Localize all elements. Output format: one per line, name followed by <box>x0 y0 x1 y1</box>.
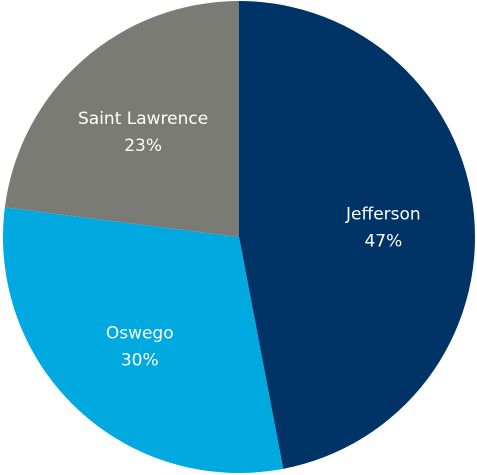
slice-label-saint-lawrence: Saint Lawrence <box>78 109 208 129</box>
slice-label-oswego: Oswego <box>106 324 174 344</box>
slice-value-oswego: 30% <box>121 351 159 371</box>
pie-labels: Jefferson 47% Oswego 30% Saint Lawrence 23% <box>78 109 421 370</box>
slice-label-jefferson: Jefferson <box>345 204 421 224</box>
slice-value-jefferson: 47% <box>364 231 402 251</box>
pie-slice-saint-lawrence <box>4 1 239 237</box>
pie-slice-oswego <box>2 207 284 473</box>
pie-slice-jefferson <box>239 1 476 469</box>
slice-value-saint-lawrence: 23% <box>124 136 162 156</box>
